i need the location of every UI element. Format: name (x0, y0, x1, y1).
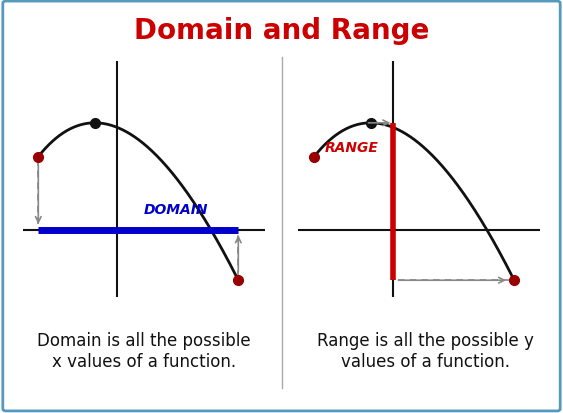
Text: RANGE: RANGE (325, 141, 378, 154)
Text: DOMAIN: DOMAIN (144, 202, 208, 216)
Text: Range is all the possible y
values of a function.: Range is all the possible y values of a … (316, 332, 534, 370)
Text: Domain and Range: Domain and Range (134, 17, 429, 45)
Text: Domain is all the possible
x values of a function.: Domain is all the possible x values of a… (37, 332, 251, 370)
